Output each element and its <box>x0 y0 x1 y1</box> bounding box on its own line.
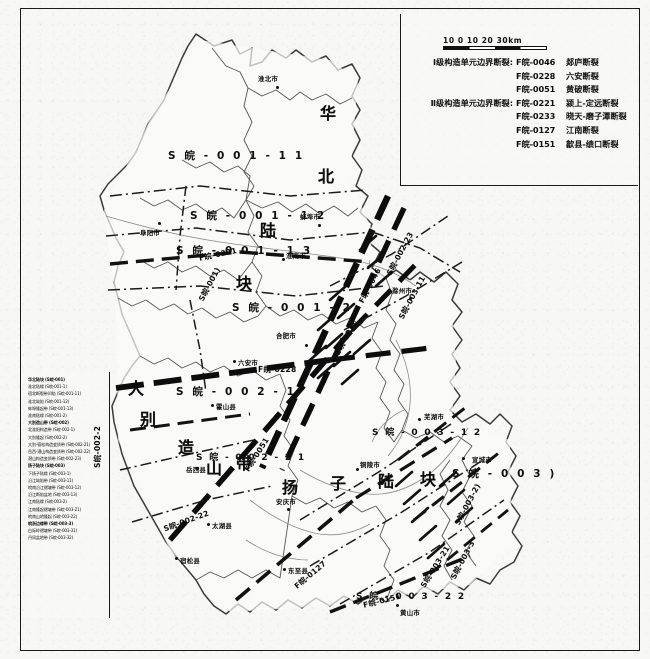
legend-fault-name: 晓天-磨子潭断裂 <box>566 111 627 122</box>
unit-legend-item: 潜山构造变质带 (S皖-002-23) <box>28 456 81 462</box>
legend-row: F皖-0228 六安断裂 <box>409 70 634 84</box>
scale-bar-label: 10 0 10 20 30km <box>443 36 523 45</box>
legend-category: Ⅰ级构造单元边界断裂: <box>432 57 513 67</box>
legend-fault-name: 郯庐断裂 <box>566 57 599 67</box>
unit-legend-item: 大别-宿松构造变质带 (S皖-002-21) <box>28 441 91 447</box>
legend-fault-code: F皖-0051 <box>516 84 556 95</box>
legend-fault-code: F皖-0127 <box>516 124 556 135</box>
unit-legend-item: 沿江坳陷带 (S皖-003-11) <box>28 477 74 483</box>
unit-legend-item: 淮北坳陷 (S皖-001-12) <box>28 398 70 404</box>
legend-category: Ⅱ级构造单元边界断裂: <box>430 97 513 108</box>
city-marker-dot <box>211 404 214 407</box>
unit-legend-item: 淮南陆缘 (S皖-001-2) <box>28 413 67 419</box>
unit-legend-item: 江南陆缘 (S皖-003-2) <box>28 499 67 505</box>
legend-row: F皖-0233 晓天-磨子潭断裂 <box>409 110 634 124</box>
legend-row: Ⅱ级构造单元边界断裂: F皖-0221 颍上-定远断裂 <box>409 97 634 111</box>
unit-legend-item: 蚌埠隆起带 (S皖-001-13) <box>28 405 74 411</box>
unit-legend-item: 下扬子陆缘 (S皖-003-1) <box>28 470 71 476</box>
level-3-unit-boundaries <box>105 185 505 605</box>
unit-legend-item: 皖南沿江褶皱带 (S皖-003-12) <box>28 485 81 491</box>
city-marker-dot <box>158 222 161 225</box>
legend-fault-name: 颍上-定远断裂 <box>566 97 619 108</box>
fault-legend-rows: Ⅰ级构造单元边界断裂: F皖-0046 郯庐断裂 F皖-0228 六安断裂 F皖… <box>409 56 634 151</box>
unit-legend-item: 江南隆起褶皱带 (S皖-003-21) <box>28 506 81 512</box>
unit-legend-item: 白际岭褶皱带 (S皖-003-31) <box>28 528 78 534</box>
unit-legend-item: 皖南山地隆起 (S皖-003-22) <box>28 513 78 519</box>
city-marker-dot <box>196 467 199 470</box>
legend-fault-code: F皖-0221 <box>516 97 556 108</box>
legend-fault-name: 江南断裂 <box>566 124 599 135</box>
city-marker-dot <box>396 604 399 607</box>
unit-legend-item: 岳西-潜山构造变质带 (S皖-002-22) <box>28 449 91 455</box>
level-1-boundary-faults <box>115 194 431 542</box>
city-marker-dot <box>287 508 290 511</box>
city-marker-dot <box>356 468 359 471</box>
unit-legend-item: 北淮阳构造带 (S皖-002-1) <box>28 427 75 433</box>
legend-fault-code: F皖-0151 <box>516 138 556 149</box>
legend-row: F皖-0151 歙县-绩口断裂 <box>409 138 634 152</box>
city-marker-dot <box>233 360 236 363</box>
city-marker-dot <box>305 344 308 347</box>
legend-fault-name: 黄破断裂 <box>566 84 599 95</box>
legend-row: Ⅰ级构造单元边界断裂: F皖-0046 郯庐断裂 <box>409 56 634 70</box>
legend-row: F皖-0051 黄破断裂 <box>409 83 634 97</box>
unit-legend-item: 华北陆块 (S皖-001) <box>28 377 65 382</box>
legend-fault-code: F皖-0233 <box>516 111 556 122</box>
city-marker-dot <box>282 258 285 261</box>
city-marker-dot <box>418 418 421 421</box>
city-marker-dot <box>276 86 279 89</box>
legend-fault-code: F皖-0046 <box>516 57 556 67</box>
legend-fault-name: 六安断裂 <box>566 70 599 81</box>
tectonic-unit-legend: 华北陆块 (S皖-001) 淮北陆缘 (S皖-001-1) 宿北断裂带凹陷 (S… <box>26 372 110 618</box>
fault-strike-ticks <box>308 234 474 560</box>
unit-legend-item: 大别造山带 (S皖-002) <box>28 420 69 426</box>
level-2-boundary-faults <box>109 250 509 614</box>
scale-bar: 10 0 10 20 30km <box>443 36 555 50</box>
legend-panel: 10 0 10 20 30km Ⅰ级构造单元边界断裂: F皖-0046 郯庐断裂… <box>400 14 638 186</box>
unit-legend-item: 沿江断陷盆地 (S皖-003-13) <box>28 492 78 498</box>
unit-legend-item: 皖浙边缘带 (S皖-003-3) <box>28 521 74 527</box>
legend-fault-code: F皖-0228 <box>516 70 556 81</box>
legend-fault-name: 歙县-绩口断裂 <box>566 138 619 149</box>
unit-legend-item: 淮北陆缘 (S皖-001-1) <box>28 384 67 390</box>
city-marker-dot <box>175 557 178 560</box>
legend-row: F皖-0127 江南断裂 <box>409 124 634 138</box>
province-fill <box>104 40 512 612</box>
city-marker-dot <box>283 568 286 571</box>
city-marker-dot <box>318 224 321 227</box>
city-marker-dot <box>409 297 412 300</box>
city-marker-dot <box>462 457 465 460</box>
unit-legend-item: 扬子陆块 (S皖-003) <box>28 463 65 469</box>
unit-legend-item: 丹凤盆地带 (S皖-003-32) <box>28 535 74 541</box>
scale-bar-graphic <box>443 46 547 50</box>
unit-legend-item: 大别隆起 (S皖-002-2) <box>28 434 67 440</box>
unit-legend-item: 宿北断裂带凹陷 (S皖-001-11) <box>28 391 81 397</box>
map-neatline-frame <box>20 8 640 651</box>
city-marker-dot <box>207 523 210 526</box>
